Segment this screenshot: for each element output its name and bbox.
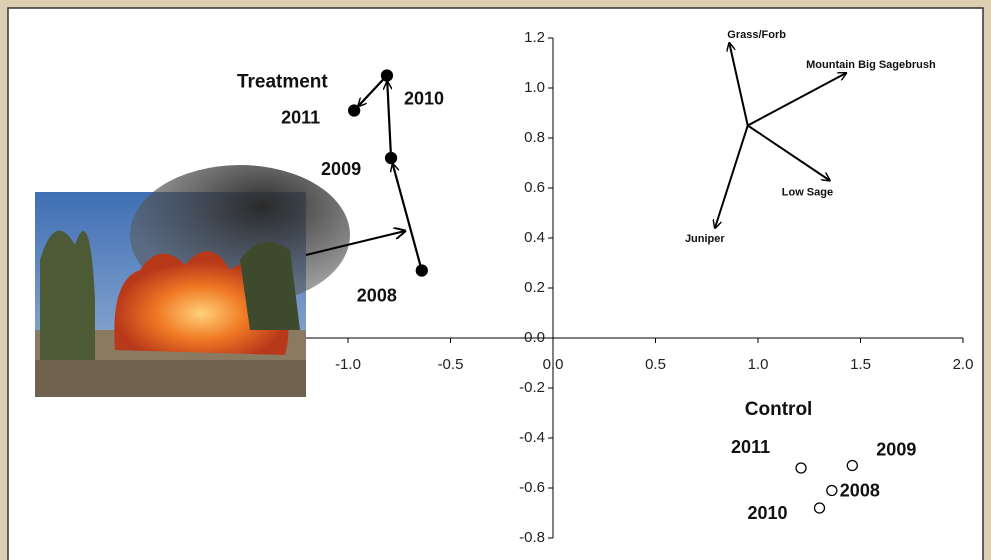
vector bbox=[729, 43, 749, 126]
point bbox=[347, 104, 361, 117]
y-tick-label: 0.0 bbox=[524, 329, 545, 346]
point-label: 2010 bbox=[748, 503, 788, 523]
vector bbox=[715, 125, 749, 229]
vector-label: Juniper bbox=[685, 233, 725, 245]
y-tick-label: 0.4 bbox=[524, 229, 545, 246]
point bbox=[380, 69, 394, 82]
y-tick-label: 0.2 bbox=[524, 279, 545, 296]
trajectory-arrow bbox=[393, 164, 423, 271]
vector bbox=[747, 73, 846, 127]
point bbox=[813, 502, 826, 514]
y-tick-label: -0.2 bbox=[519, 379, 545, 396]
vector-label: Low Sage bbox=[782, 186, 833, 198]
vector bbox=[747, 124, 830, 181]
point-label: 2009 bbox=[321, 159, 361, 179]
vector-label: Grass/Forb bbox=[727, 29, 786, 41]
series-label: Control bbox=[745, 399, 813, 420]
y-tick-label: 0.6 bbox=[524, 179, 545, 196]
photo-arrow bbox=[305, 231, 405, 256]
photo bbox=[35, 165, 350, 397]
y-tick-label: 1.2 bbox=[524, 29, 545, 46]
point-label: 2008 bbox=[357, 285, 397, 305]
trajectory-arrow bbox=[387, 81, 393, 159]
y-tick-label: 1.0 bbox=[524, 79, 545, 96]
series-label: Treatment bbox=[237, 72, 328, 93]
x-tick-label: 0.0 bbox=[543, 356, 564, 373]
x-tick-label: 2.0 bbox=[953, 356, 974, 373]
y-tick-label: 0.8 bbox=[524, 129, 545, 146]
y-tick-label: -0.4 bbox=[519, 429, 545, 446]
point bbox=[846, 459, 858, 472]
point bbox=[826, 484, 838, 497]
x-tick-label: 1.5 bbox=[850, 356, 871, 373]
point-label: 2011 bbox=[281, 107, 320, 127]
trajectory-arrow bbox=[358, 74, 388, 107]
point-label: 2010 bbox=[404, 88, 444, 108]
x-tick-label: -1.0 bbox=[335, 356, 361, 373]
point bbox=[795, 462, 807, 474]
vector-label: Mountain Big Sagebrush bbox=[806, 59, 936, 71]
y-tick-label: -0.6 bbox=[519, 479, 545, 496]
x-tick-label: -0.5 bbox=[438, 356, 464, 373]
x-tick-label: 1.0 bbox=[748, 356, 769, 373]
point bbox=[384, 151, 398, 165]
point-label: 2009 bbox=[876, 439, 916, 459]
y-tick-label: -0.8 bbox=[519, 529, 545, 546]
point-label: 2008 bbox=[840, 480, 880, 500]
point-label: 2011 bbox=[731, 437, 770, 457]
x-tick-label: 0.5 bbox=[645, 356, 666, 373]
point bbox=[415, 264, 428, 277]
